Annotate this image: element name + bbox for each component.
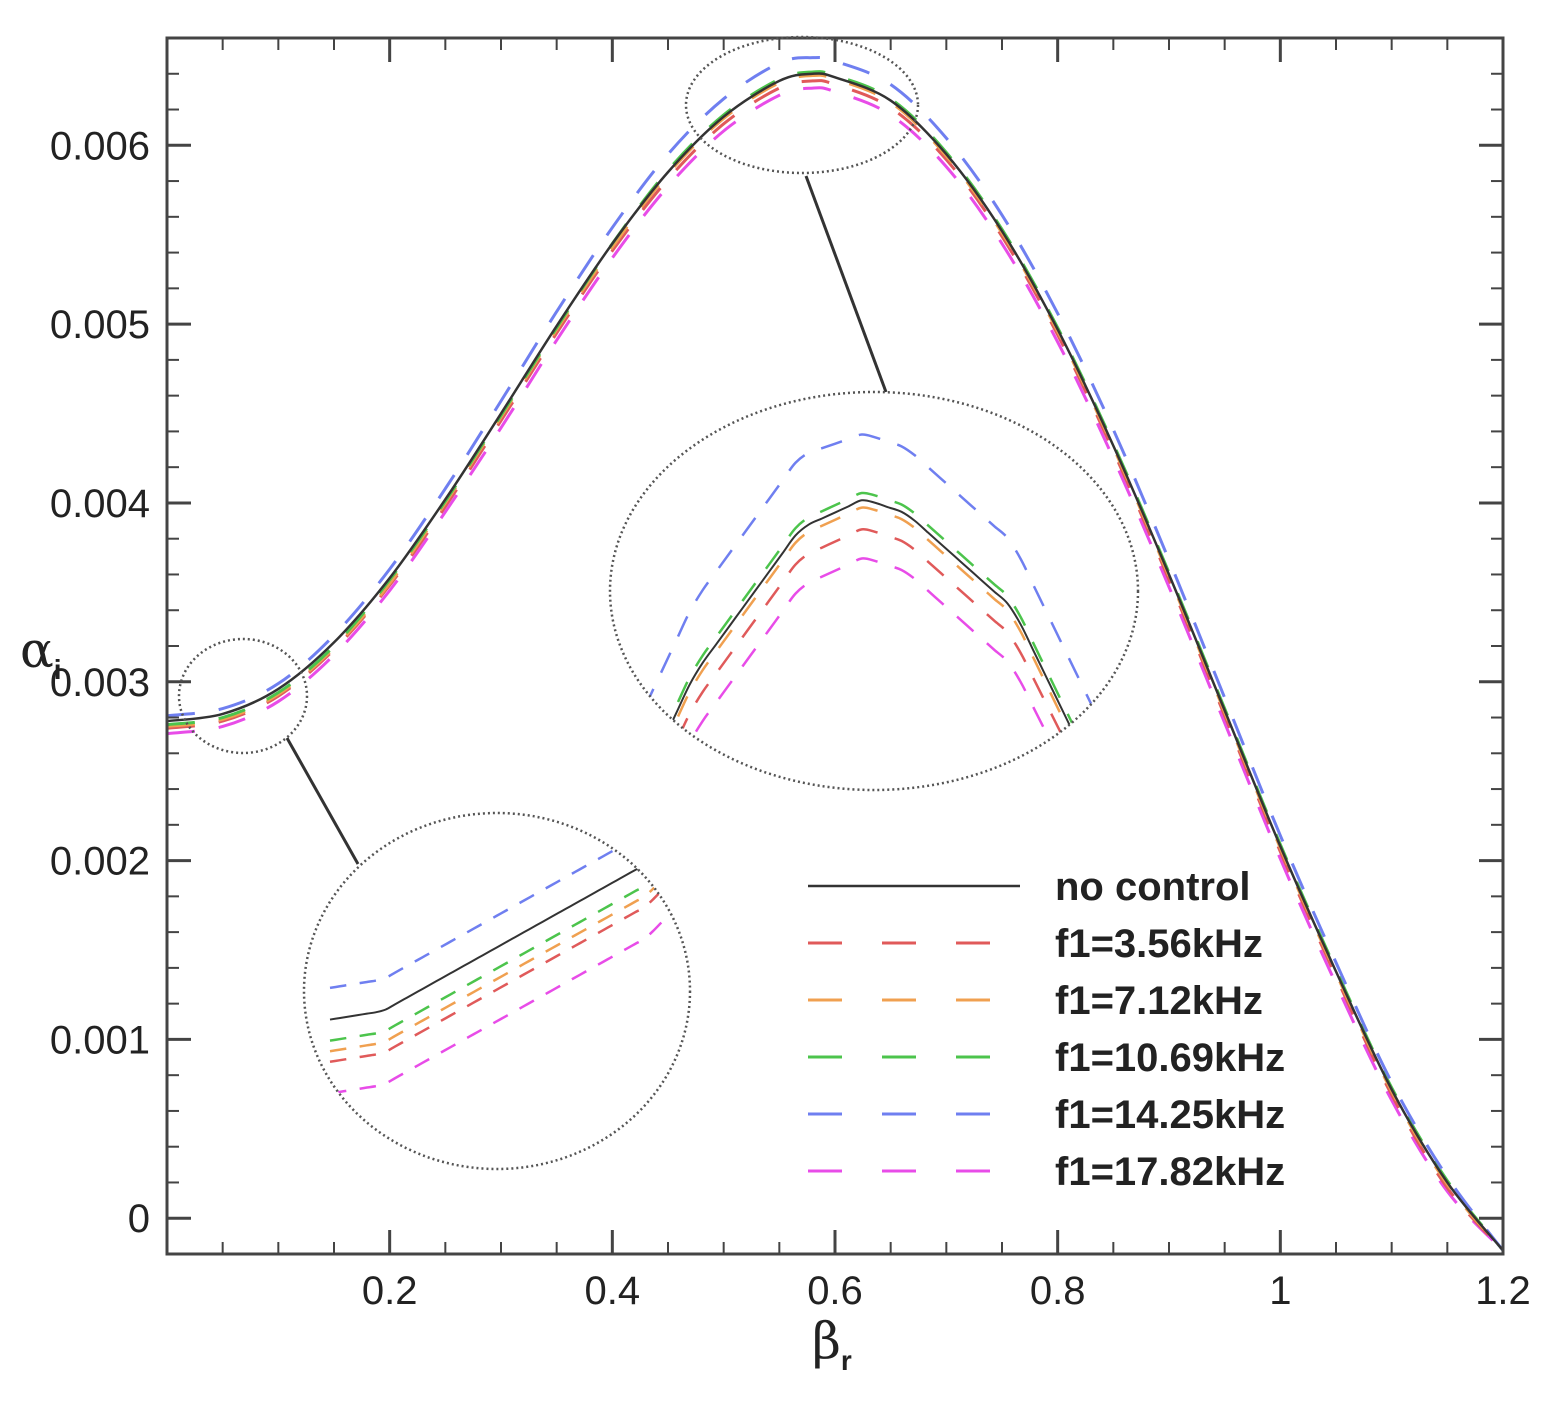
x-tick-label: 1 [1269, 1269, 1291, 1313]
y-tick-labels: 0 0.001 0.002 0.003 0.004 0.005 0.006 [50, 124, 150, 1241]
inset-series-f1-17-82khz [329, 881, 690, 1095]
inset-peak-background [610, 392, 1138, 790]
inset-series-f1-17-82khz [610, 557, 1138, 790]
legend-label-f1-10-69khz: f1=10.69kHz [1055, 1036, 1285, 1080]
legend: no control f1=3.56kHz f1=7.12kHz f1=10.69kH… [808, 865, 1285, 1194]
legend-label-f1-17-82khz: f1=17.82kHz [1055, 1150, 1285, 1194]
inset-series-no-control [610, 499, 1138, 790]
zoom-circle-small [177, 637, 309, 755]
series-line-no-control [167, 72, 1503, 1252]
y-tick-label: 0 [128, 1197, 150, 1241]
y-axis-title: αi [20, 621, 62, 685]
ticks-layer [167, 38, 1505, 1255]
inset-series-f1-7-12khz [329, 839, 690, 1053]
y-tick-label: 0.004 [50, 482, 150, 526]
plot-frame [165, 36, 1505, 1256]
legend-label-f1-7-12khz: f1=7.12kHz [1055, 979, 1263, 1023]
inset-peak-curves [610, 433, 1138, 790]
y-tick-label: 0.002 [50, 840, 150, 884]
x-tick-labels: 0.2 0.4 0.6 0.8 1 1.2 [362, 1269, 1531, 1313]
y-tick-label: 0.006 [50, 124, 150, 168]
inset-series-f1-7-12khz [610, 506, 1138, 790]
x-tick-label: 0.4 [585, 1269, 641, 1313]
y-tick-label: 0.005 [50, 303, 150, 347]
inset-series-f1-10-69khz [610, 491, 1138, 790]
inset-series-f1-10-69khz [329, 828, 690, 1042]
inset-peak-circle [608, 390, 1140, 792]
inset-left-circle [302, 811, 692, 1171]
inset-series-f1-3-56khz [610, 528, 1138, 790]
legend-label-no-control: no control [1055, 865, 1251, 909]
series-line-f1-17-82khz [167, 86, 1503, 1252]
series-line-f1-3-56khz [167, 79, 1503, 1252]
y-tick-label: 0.003 [50, 661, 150, 705]
x-axis-title: βr [812, 1312, 852, 1376]
inset-connector-peak [804, 175, 888, 393]
x-tick-label: 1.2 [1475, 1269, 1531, 1313]
series-layer [167, 55, 1503, 1252]
legend-label-f1-14-25khz: f1=14.25kHz [1055, 1093, 1285, 1137]
x-tick-label: 0.8 [1030, 1269, 1086, 1313]
x-tick-label: 0.6 [807, 1269, 863, 1313]
y-tick-label: 0.001 [50, 1018, 150, 1062]
zoom-circle-peak [684, 35, 920, 175]
x-tick-label: 0.2 [362, 1269, 418, 1313]
legend-label-f1-3-56khz: f1=3.56kHz [1055, 922, 1263, 966]
inset-left-background [304, 813, 690, 1169]
inset-series-f1-14-25khz [610, 433, 1138, 790]
inset-connector-left [285, 737, 360, 865]
series-line-f1-14-25khz [167, 55, 1503, 1252]
inset-series-f1-3-56khz [329, 849, 690, 1064]
